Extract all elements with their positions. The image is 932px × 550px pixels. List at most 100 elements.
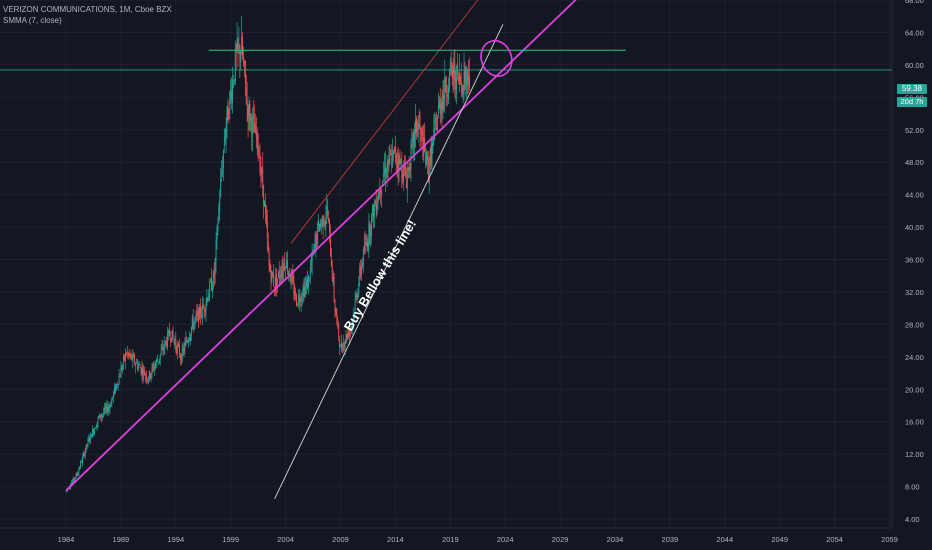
candle-body [317,223,319,245]
candle-body [215,240,217,261]
candle-body [356,295,358,298]
candle-body [363,245,365,253]
candle-body [197,311,199,315]
candle-body [451,65,453,74]
candle-body [252,117,254,135]
candle-body [321,217,323,223]
candle-body [105,405,107,409]
candle-body [165,341,167,342]
candle-body [206,297,208,303]
candle-body [278,271,280,278]
candle-body [233,79,235,81]
candle-body [174,341,176,344]
candle-body [355,295,357,297]
candle-body [196,313,198,315]
candle-body [141,368,143,374]
candle-body [342,342,344,351]
candle-body [94,428,96,429]
candle-body [364,242,366,251]
candle-body [156,359,158,363]
candle-body [168,330,169,334]
candle-body [78,469,80,474]
indicator-label: SMMA (7, close) [3,16,62,25]
candle-body [316,234,318,244]
candle-body [136,362,137,364]
x-tick-label: 1994 [167,535,184,544]
candle-body [182,349,184,350]
candle-body [140,367,142,374]
candle-body [319,223,321,228]
x-tick-label: 2014 [387,535,404,544]
candle-body [224,135,226,142]
candle-body [376,203,378,214]
candle-body [178,343,179,347]
chart-title: VERIZON COMMUNICATIONS, 1M, Cboe BZX [3,5,172,14]
candle-body [459,75,461,82]
candle-body [142,369,144,377]
candle-body [273,274,275,286]
candle-body [202,304,204,308]
candle-body [298,297,300,301]
y-tick-label: 52.00 [905,126,924,135]
candle-body [282,266,284,271]
candle-body [367,241,369,250]
candle-body [81,462,83,464]
candle-body [155,363,157,368]
candle-body [375,200,377,211]
candle-body [286,260,288,272]
y-tick-label: 40.00 [905,223,924,232]
candle-body [114,386,115,394]
candle-body [110,405,112,407]
candle-body [204,309,206,311]
candle-body [430,145,432,165]
candle-body [226,106,228,124]
highlight-circle [480,39,513,77]
candle-body [421,130,423,136]
candle-body [407,167,409,173]
candle-body [408,162,410,171]
candle-body [382,180,384,186]
candle-body [250,116,252,119]
candle-body [261,170,263,174]
candle-body [171,330,173,343]
candle-body [313,245,315,252]
candle-body [411,140,413,142]
candle-body [290,274,292,284]
candle-body [469,77,470,88]
candle-body [329,234,331,257]
candle-body [158,358,160,361]
candle-body [225,126,227,137]
candle-body [416,123,418,136]
candle-body [443,95,445,98]
candle-body [464,67,466,82]
candle-body [177,345,179,353]
candle-body [237,38,239,49]
candle-body [83,453,85,456]
candle-body [311,252,313,264]
candle-body [341,346,343,351]
candle-body [108,407,110,409]
candle-body [186,339,188,342]
candle-body [383,174,384,177]
candle-body [170,338,172,341]
candle-body [232,82,234,84]
candle-body [86,444,88,446]
candle-body [296,295,298,306]
candle-body [280,274,282,277]
candle-body [117,384,119,386]
candle-body [157,361,159,362]
candle-body [93,428,95,435]
candle-body [378,191,380,201]
candle-body [190,326,192,336]
candle-body [304,287,306,295]
candle-body [121,367,123,370]
candle-body [229,92,231,114]
candle-body [279,276,281,277]
candle-body [205,302,207,313]
candle-body [357,292,359,298]
candle-body [289,279,291,282]
candle-body [144,371,146,376]
candle-body [314,244,316,249]
x-tick-label: 1999 [222,535,239,544]
